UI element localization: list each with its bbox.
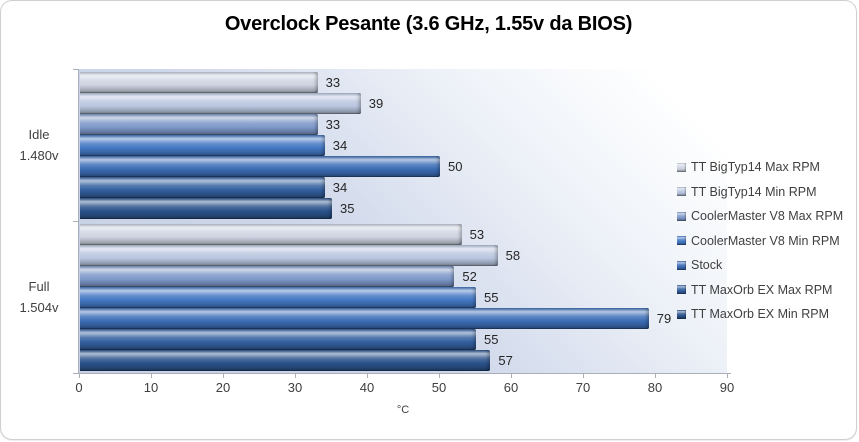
legend-label: CoolerMaster V8 Max RPM xyxy=(691,209,844,224)
x-tick-label: 60 xyxy=(503,380,519,395)
y-axis-tick xyxy=(73,69,79,70)
x-tick-label: 80 xyxy=(647,380,663,395)
bar xyxy=(80,224,462,245)
x-tick-label: 90 xyxy=(719,380,735,395)
x-axis-tick xyxy=(583,374,584,378)
bar xyxy=(80,245,498,266)
x-axis-tick xyxy=(511,374,512,378)
y-axis-tick xyxy=(73,221,79,222)
bar-value-label: 33 xyxy=(325,117,341,132)
x-tick-label: 40 xyxy=(359,380,375,395)
legend-label: Stock xyxy=(691,258,723,273)
bar xyxy=(80,93,361,114)
legend-item: Stock xyxy=(677,253,856,278)
x-axis-tick xyxy=(223,374,224,378)
y-axis-tick xyxy=(73,373,79,374)
legend-label: TT MaxOrb EX Max RPM xyxy=(691,282,833,297)
legend-marker-icon xyxy=(677,260,686,270)
bar xyxy=(80,308,649,329)
bar-value-label: 33 xyxy=(325,75,341,90)
x-axis-tick xyxy=(439,374,440,378)
legend-marker-icon xyxy=(677,187,686,197)
bar-value-label: 55 xyxy=(484,290,499,305)
x-axis-tick xyxy=(295,374,296,378)
legend-item: TT MaxOrb EX Max RPM xyxy=(677,278,856,303)
category-label: Idle 1.480v xyxy=(3,69,75,221)
legend-item: CoolerMaster V8 Max RPM xyxy=(677,204,856,229)
category-label-line: Idle xyxy=(28,127,50,142)
bar xyxy=(80,72,318,93)
bar-value-label: 55 xyxy=(484,332,499,347)
category-label-line: Full xyxy=(28,279,50,294)
x-axis-tick xyxy=(727,374,728,378)
x-tick-label: 50 xyxy=(431,380,447,395)
legend-item: CoolerMaster V8 Min RPM xyxy=(677,229,856,254)
bar-value-label: 34 xyxy=(332,138,348,153)
bar-value-label: 50 xyxy=(448,159,463,174)
bar xyxy=(80,198,332,219)
legend-marker-icon xyxy=(677,285,686,295)
x-axis-tick xyxy=(367,374,368,378)
x-tick-label: 70 xyxy=(575,380,591,395)
legend-label: TT BigTyp14 Min RPM xyxy=(691,184,817,199)
x-tick-label: 30 xyxy=(287,380,303,395)
legend-marker-icon xyxy=(677,309,686,319)
x-axis-tick xyxy=(79,374,80,378)
category-label-line: 1.480v xyxy=(19,148,59,163)
bar-value-label: 52 xyxy=(462,269,477,284)
legend-marker-icon xyxy=(677,162,686,172)
x-axis-tick xyxy=(655,374,656,378)
x-tick-label: 20 xyxy=(215,380,231,395)
bar xyxy=(80,287,476,308)
x-tick-label: 10 xyxy=(143,380,159,395)
bar xyxy=(80,177,325,198)
bar-value-label: 53 xyxy=(469,227,485,242)
bar xyxy=(80,266,455,287)
category-label-line: 1.504v xyxy=(19,300,59,315)
bar xyxy=(80,135,325,156)
x-axis-line xyxy=(74,373,731,374)
legend-marker-icon xyxy=(677,236,686,246)
x-axis-title: °C xyxy=(396,404,410,416)
legend-label: TT MaxOrb EX Min RPM xyxy=(691,307,829,322)
legend-item: TT BigTyp14 Max RPM xyxy=(677,155,856,180)
bar-value-label: 57 xyxy=(498,353,513,368)
bar-value-label: 35 xyxy=(340,201,355,216)
plot-area: 33 39 33 34 50 34 35 53 58 52 55 79 55 57 xyxy=(79,69,727,373)
bar xyxy=(80,350,491,371)
chart-title: Overclock Pesante (3.6 GHz, 1.55v da BIO… xyxy=(224,13,633,35)
x-axis-tick xyxy=(151,374,152,378)
bar xyxy=(80,156,440,177)
legend-item: TT MaxOrb EX Min RPM xyxy=(677,302,856,327)
legend: TT BigTyp14 Max RPM TT BigTyp14 Min RPM Co… xyxy=(677,155,856,327)
bar xyxy=(80,329,476,350)
legend-label: CoolerMaster V8 Min RPM xyxy=(691,233,840,248)
legend-label: TT BigTyp14 Max RPM xyxy=(691,160,820,175)
bar-value-label: 39 xyxy=(368,96,384,111)
x-tick-label: 0 xyxy=(75,380,83,395)
category-label: Full 1.504v xyxy=(3,221,75,373)
bar xyxy=(80,114,318,135)
legend-item: TT BigTyp14 Min RPM xyxy=(677,180,856,205)
bar-value-label: 34 xyxy=(332,180,348,195)
bar-value-label: 58 xyxy=(505,248,521,263)
legend-marker-icon xyxy=(677,211,686,221)
bar-value-label: 79 xyxy=(656,311,672,326)
